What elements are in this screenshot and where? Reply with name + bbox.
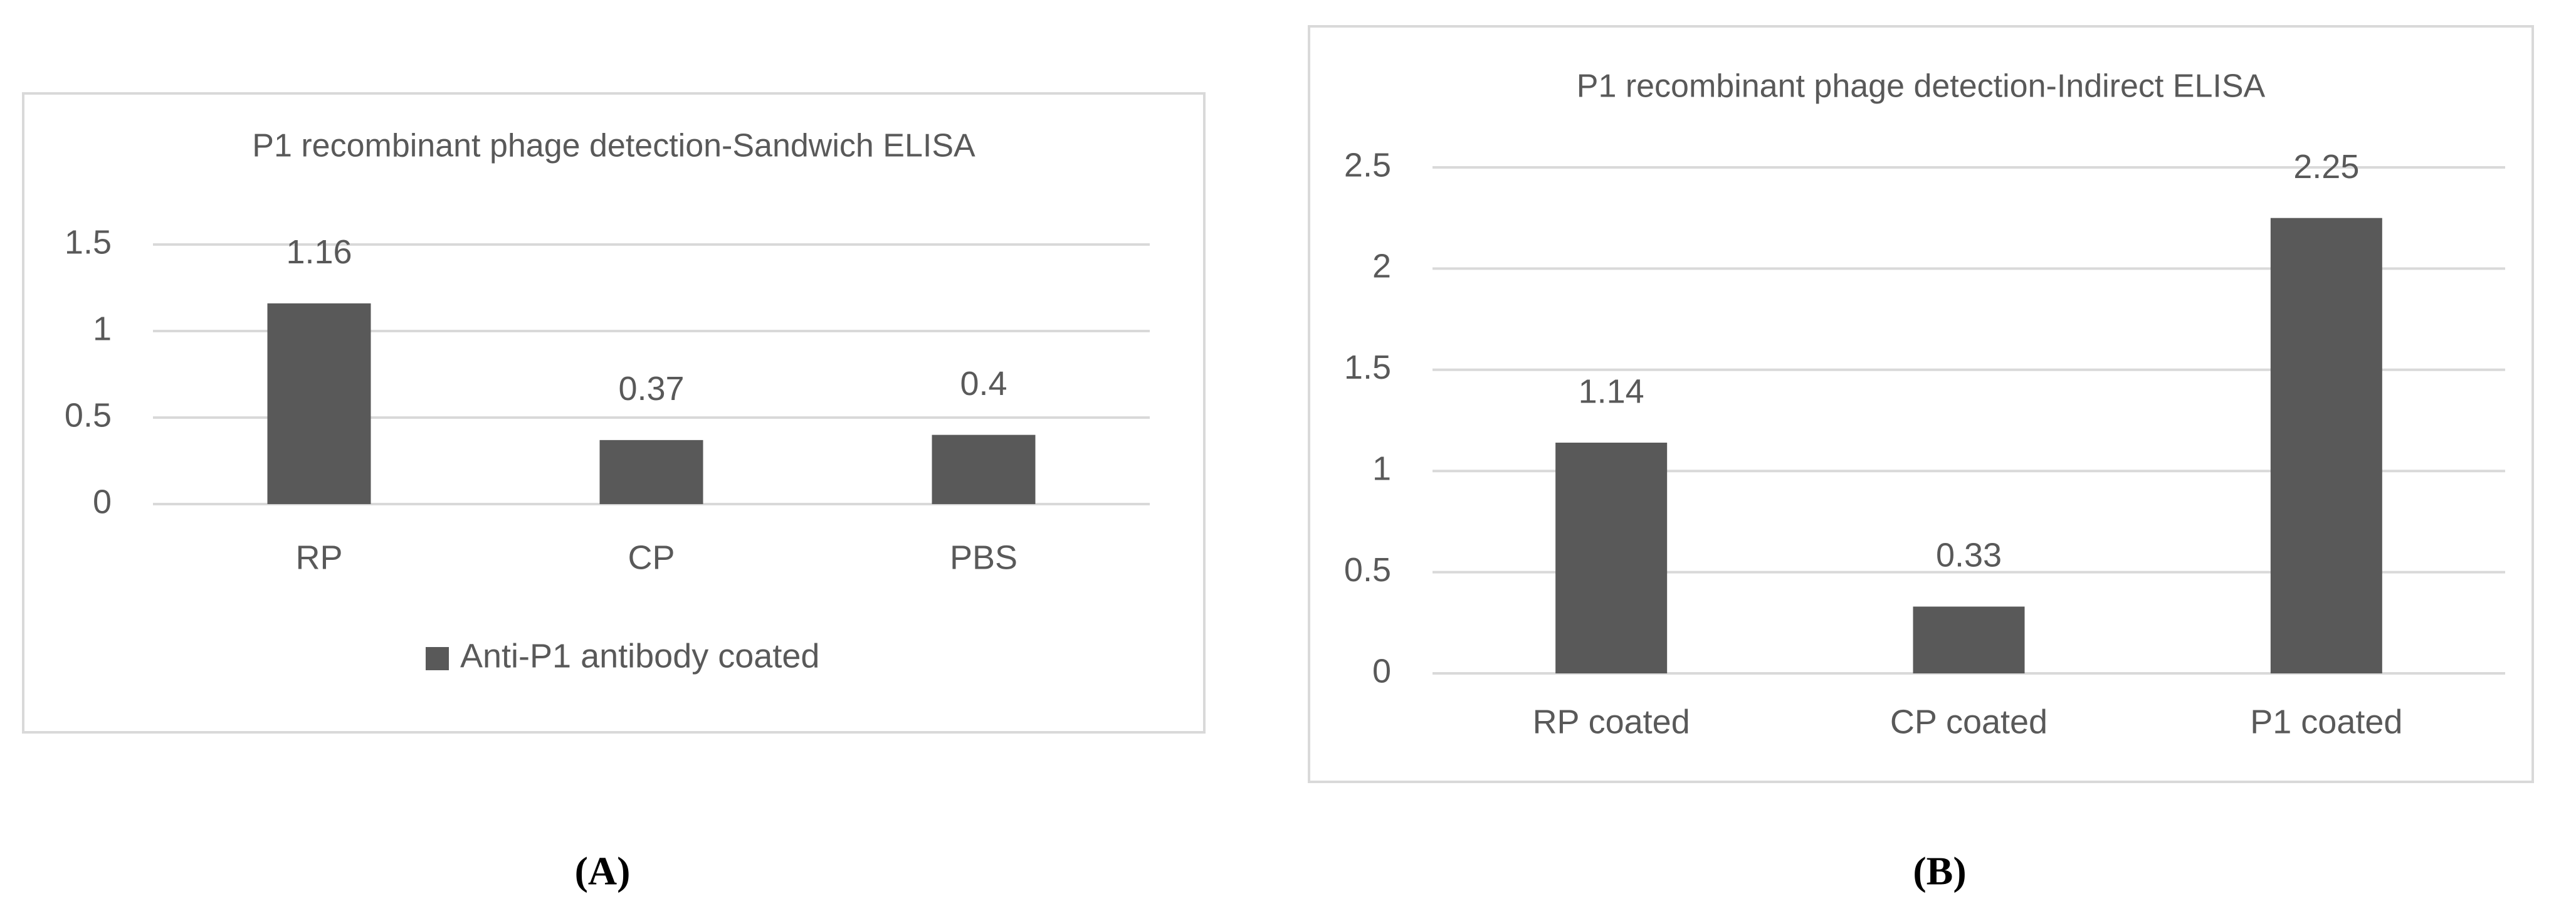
x-tick-label: RP	[295, 539, 342, 576]
legend-label: Anti-P1 antibody coated	[460, 637, 819, 675]
chart-frame	[22, 92, 1206, 734]
bar	[932, 434, 1036, 504]
y-tick-label: 0.5	[1344, 551, 1391, 589]
y-tick-label: 0	[93, 483, 112, 520]
y-tick-label: 1	[93, 310, 112, 347]
x-tick-label: P1 coated	[2250, 703, 2402, 740]
bar	[267, 303, 371, 504]
bar	[1913, 606, 2025, 673]
panel-label: (B)	[1913, 849, 1966, 893]
data-label: 1.16	[286, 233, 352, 271]
data-label: 1.14	[1579, 372, 1644, 410]
chart-title: P1 recombinant phage detection-Sandwich …	[252, 128, 975, 164]
data-label: 0.4	[960, 365, 1007, 403]
data-label: 0.37	[618, 370, 684, 408]
y-tick-label: 0	[1372, 652, 1391, 690]
data-label: 0.33	[1936, 537, 2002, 574]
x-tick-label: CP	[628, 539, 675, 576]
y-tick-label: 2.5	[1344, 146, 1391, 184]
bar	[1555, 443, 1668, 673]
y-tick-label: 1.5	[65, 223, 112, 261]
x-tick-label: CP coated	[1890, 703, 2048, 740]
x-tick-label: PBS	[950, 539, 1017, 576]
y-tick-label: 1.5	[1344, 349, 1391, 386]
data-label: 2.25	[2293, 148, 2359, 186]
y-tick-label: 2	[1372, 248, 1391, 285]
panel-label: (A)	[575, 849, 631, 893]
x-tick-label: RP coated	[1533, 703, 1690, 740]
bar	[599, 440, 703, 504]
legend-swatch	[426, 647, 449, 670]
y-tick-label: 0.5	[65, 396, 112, 434]
chart-title: P1 recombinant phage detection-Indirect …	[1577, 68, 2266, 105]
bar	[2270, 218, 2382, 673]
y-tick-label: 1	[1372, 450, 1391, 487]
